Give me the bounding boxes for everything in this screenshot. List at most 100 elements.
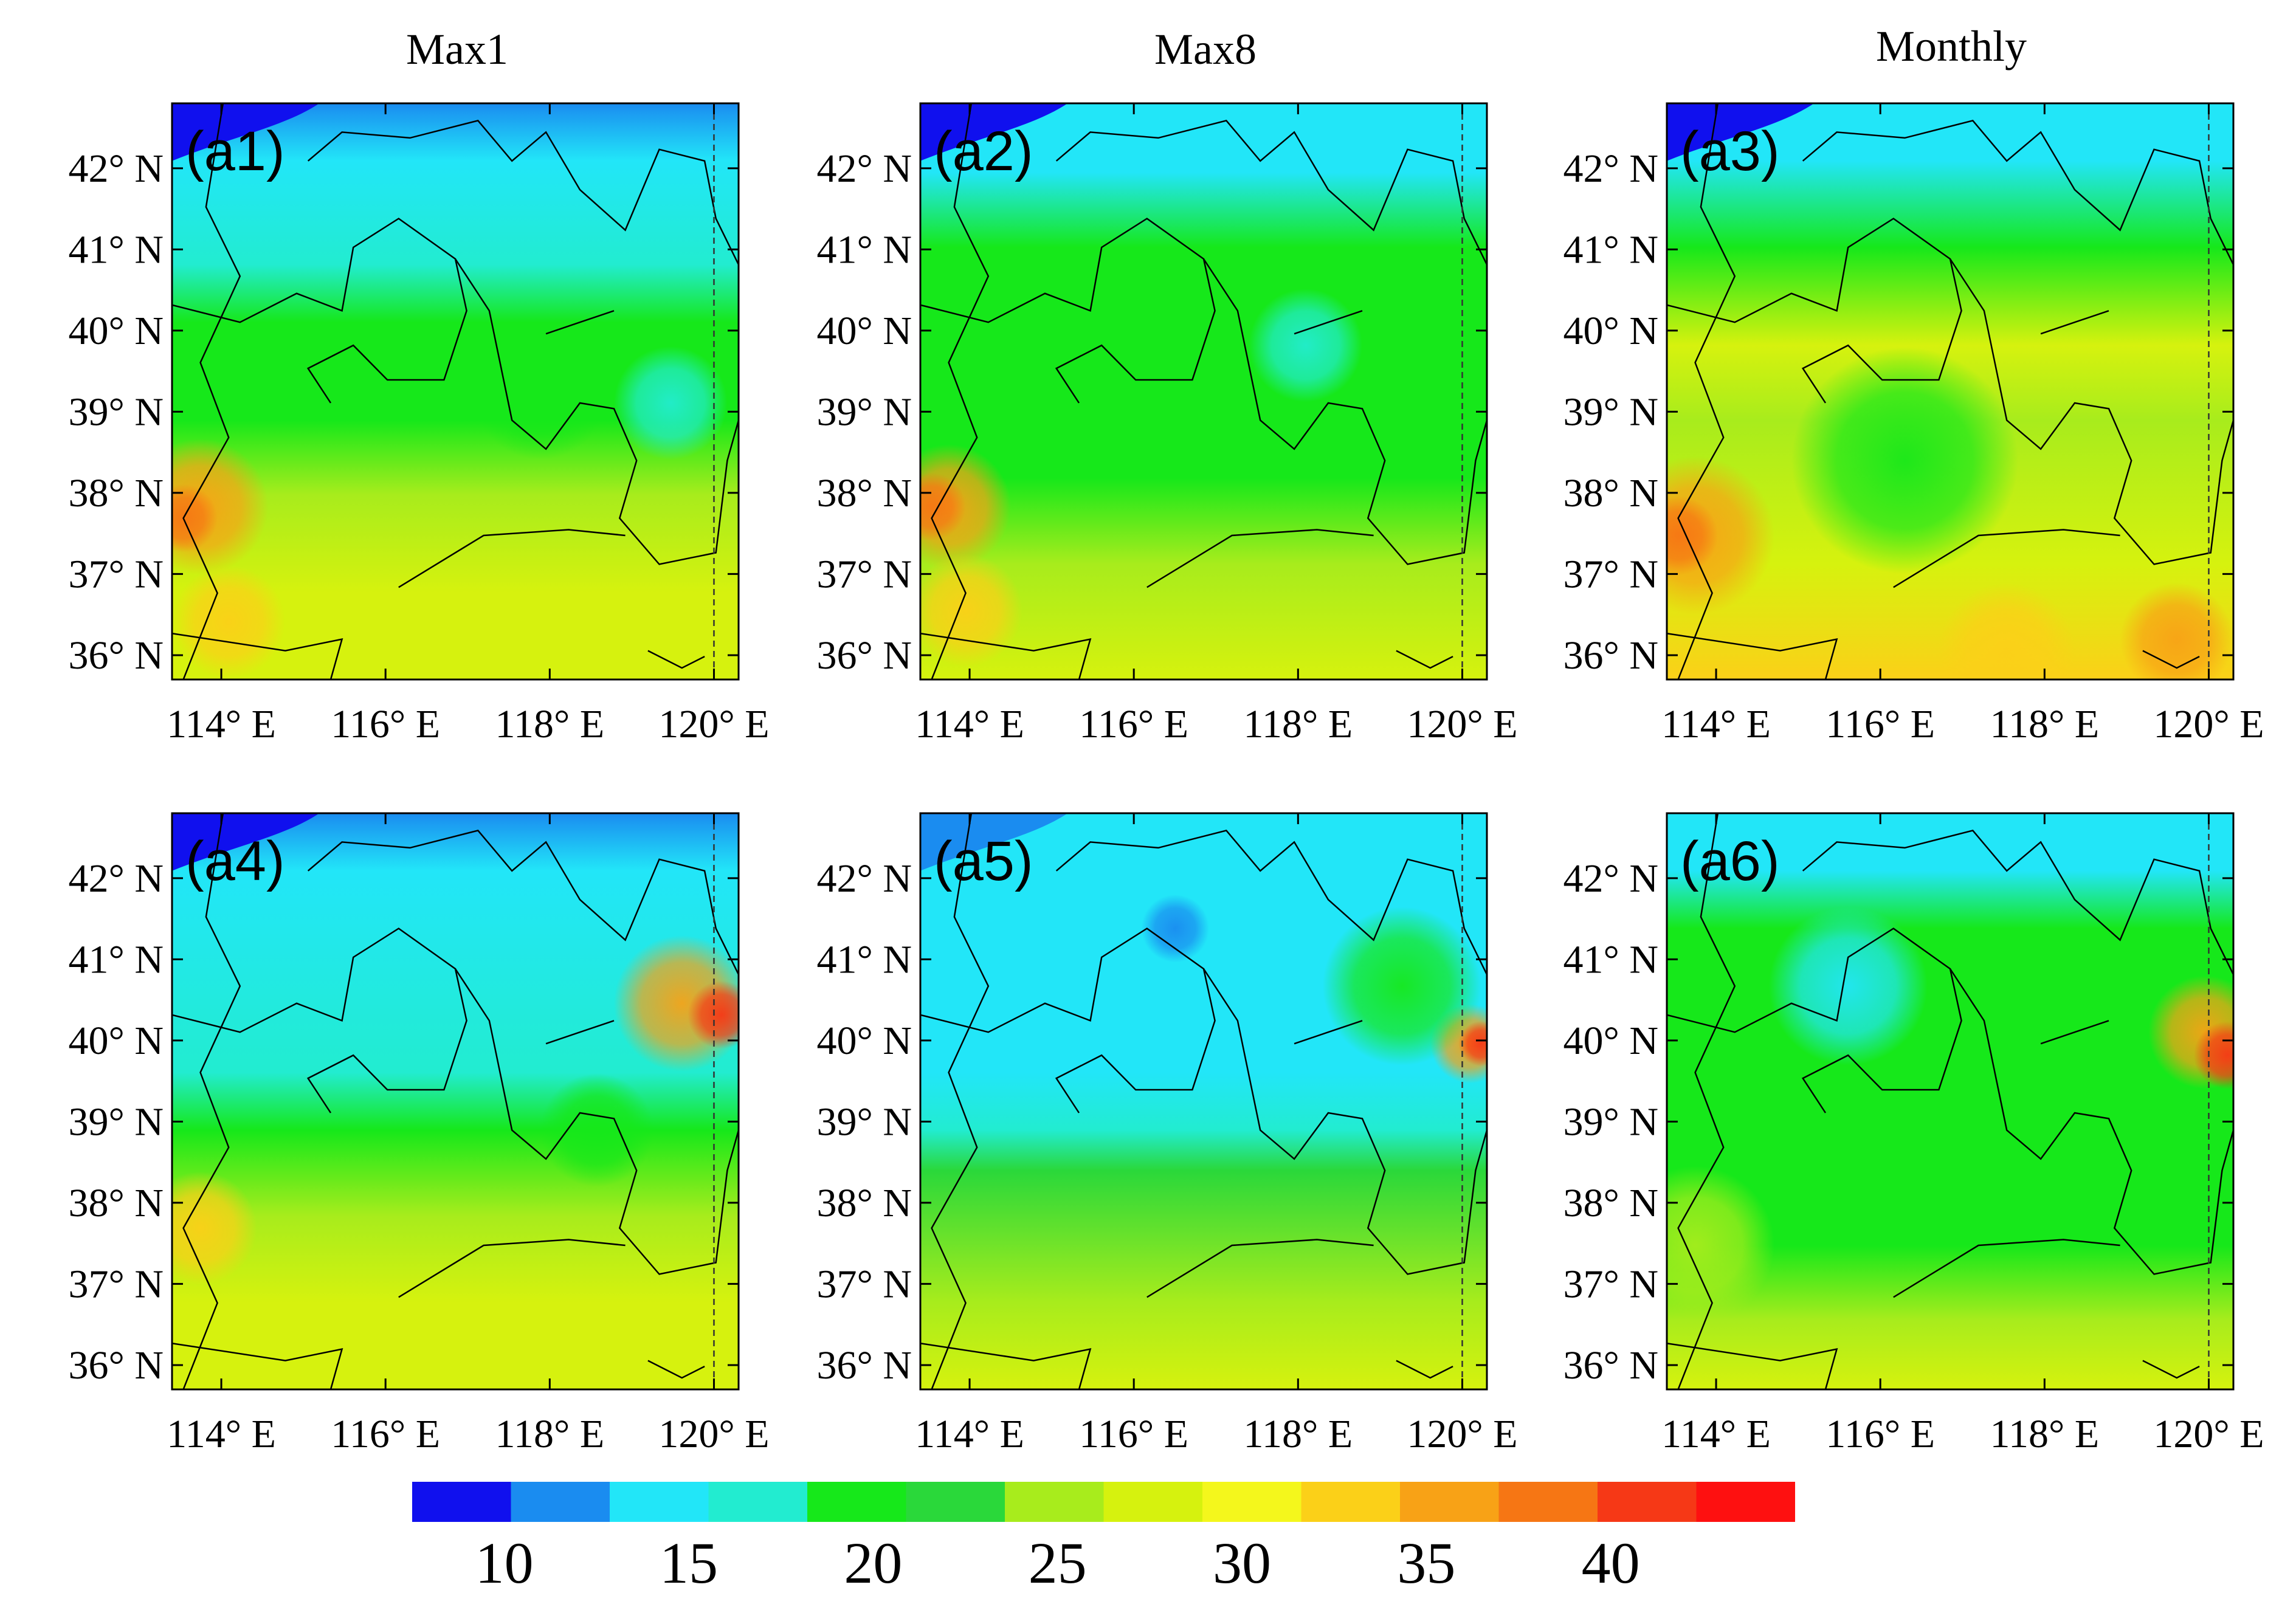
colorbar-swatch: [807, 1482, 906, 1522]
lat-label: 36° N: [816, 633, 912, 678]
lat-label: 42° N: [1563, 856, 1658, 901]
lon-label: 114° E: [915, 1412, 1024, 1456]
lon-label: 118° E: [495, 702, 604, 746]
lat-label: 37° N: [68, 1262, 164, 1306]
colorbar-label: 30: [1213, 1530, 1271, 1595]
field-anomaly: [1141, 894, 1210, 963]
province-border: [1202, 968, 1487, 1275]
lat-label: 40° N: [816, 309, 912, 353]
lat-label: 41° N: [68, 937, 164, 982]
colorbar-swatch: [1202, 1482, 1301, 1522]
lat-label: 38° N: [816, 471, 912, 515]
lat-label: 40° N: [68, 309, 164, 353]
map-panel-a6: (a6) 36° N 37° N 38° N 39° N 40° N 41° N 42° N 1…: [1563, 812, 2264, 1456]
province-border: [454, 968, 739, 1275]
colorbar-swatch: [1498, 1482, 1598, 1522]
column-title-max1: Max1: [406, 25, 508, 74]
lat-label: 37° N: [816, 1262, 912, 1306]
province-border: [1396, 1360, 1453, 1379]
field-background: [172, 813, 739, 1389]
lat-label: 41° N: [1563, 937, 1658, 982]
lat-label: 36° N: [68, 1343, 164, 1388]
column-title-max8: Max8: [1154, 25, 1257, 74]
field-corner: [920, 813, 1068, 871]
field-corner: [1667, 103, 1815, 161]
lat-label: 37° N: [816, 552, 912, 596]
colorbar-swatch: [1400, 1482, 1499, 1522]
colorbar-swatch: [906, 1482, 1005, 1522]
province-border: [1146, 1239, 1374, 1298]
province-border: [454, 258, 739, 565]
lon-label: 116° E: [1825, 1412, 1935, 1456]
lon-label: 116° E: [331, 1412, 440, 1456]
panel-frame: [919, 812, 1488, 1391]
lon-label: 114° E: [915, 702, 1024, 746]
province-border: [1146, 529, 1374, 588]
province-border: [647, 1360, 705, 1379]
lat-label: 36° N: [1563, 1343, 1658, 1388]
province-border: [545, 1020, 615, 1045]
map-panel-a2: (a2) 36° N 37° N 38° N 39° N 40° N 41° N 42° N 1…: [816, 102, 1518, 746]
colorbar-swatch: [708, 1482, 807, 1522]
province-border: [307, 829, 739, 975]
panel-frame: [1666, 812, 2235, 1391]
field-anomaly: [2193, 1021, 2233, 1090]
lon-label: 114° E: [1661, 1412, 1771, 1456]
field-corner: [1667, 813, 1815, 871]
lat-label: 40° N: [1563, 1019, 1658, 1063]
panel-label: (a4): [185, 830, 285, 892]
province-border: [1949, 258, 2233, 565]
lon-label: 120° E: [658, 1412, 769, 1456]
province-border: [1202, 258, 1487, 565]
lat-label: 39° N: [68, 390, 164, 434]
field-anomaly: [540, 1073, 654, 1187]
lat-label: 36° N: [816, 1343, 912, 1388]
field-anomaly: [920, 554, 1022, 667]
colorbar-swatch: [1696, 1482, 1795, 1522]
lon-label: 120° E: [2153, 1412, 2264, 1456]
column-title-monthly: Monthly: [1876, 22, 2027, 71]
panel-label: (a3): [1680, 120, 1780, 182]
map-panel-a3: (a3) 36° N 37° N 38° N 39° N 40° N 41° N 42° N 1…: [1563, 102, 2264, 746]
province-border: [920, 1342, 1092, 1389]
colorbar-label: 40: [1582, 1530, 1640, 1595]
panel-label: (a5): [934, 830, 1033, 892]
colorbar: 10 15 20 25 30 35 40: [412, 1482, 1795, 1595]
panel-frame: [919, 102, 1488, 681]
field-anomaly: [1322, 906, 1481, 1065]
lat-label: 41° N: [1563, 227, 1658, 272]
colorbar-swatch: [1598, 1482, 1697, 1522]
lon-label: 114° E: [167, 702, 276, 746]
lat-label: 39° N: [816, 390, 912, 434]
lat-label: 40° N: [816, 1019, 912, 1063]
province-border: [545, 310, 615, 335]
field-anomaly: [2120, 582, 2233, 680]
lat-label: 41° N: [68, 227, 164, 272]
province-border: [1294, 310, 1363, 335]
lat-label: 38° N: [68, 471, 164, 515]
lat-label: 42° N: [816, 146, 912, 191]
province-border: [398, 1239, 626, 1298]
colorbar-label: 15: [660, 1530, 718, 1595]
province-border: [920, 632, 1092, 680]
province-border: [931, 103, 990, 680]
lat-label: 37° N: [1563, 1262, 1658, 1306]
province-border: [931, 813, 990, 1389]
field-anomaly: [1791, 347, 2018, 574]
field-corner: [172, 813, 320, 871]
province-border: [1802, 829, 2233, 975]
colorbar-swatch: [1301, 1482, 1400, 1522]
province-border: [1667, 632, 1838, 680]
colorbar-swatch: [511, 1482, 610, 1522]
lat-label: 38° N: [1563, 471, 1658, 515]
field-anomaly: [472, 323, 608, 459]
province-border: [2142, 650, 2200, 669]
panel-label: (a2): [934, 120, 1033, 182]
province-border: [1396, 650, 1453, 669]
lat-label: 37° N: [68, 552, 164, 596]
province-border: [1893, 1239, 2120, 1298]
lat-label: 36° N: [68, 633, 164, 678]
lat-label: 40° N: [1563, 309, 1658, 353]
lon-label: 118° E: [1243, 702, 1353, 746]
province-border: [1802, 119, 2233, 265]
